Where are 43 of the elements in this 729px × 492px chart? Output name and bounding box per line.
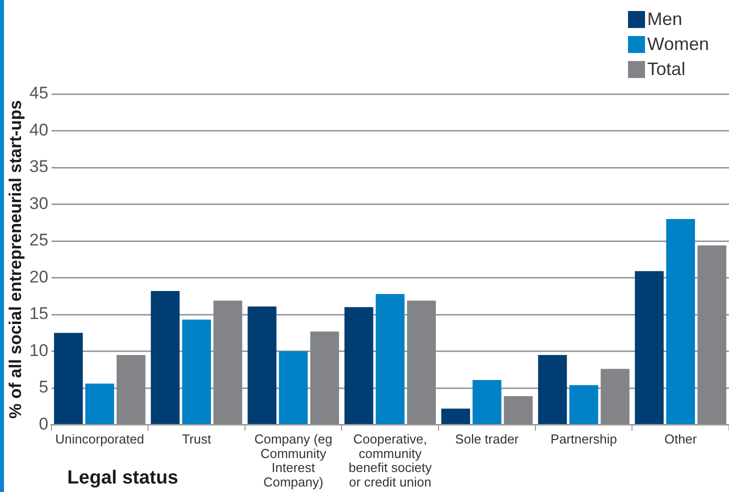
legend-label: Men bbox=[647, 9, 682, 29]
bar bbox=[116, 354, 146, 424]
y-tick-label: 0 bbox=[38, 414, 48, 434]
x-tick-label: Partnership bbox=[550, 432, 618, 447]
bar bbox=[697, 245, 726, 424]
x-tick-label: Unincorporated bbox=[55, 432, 144, 447]
y-tick-label: 10 bbox=[29, 340, 48, 360]
bar bbox=[538, 354, 567, 424]
y-tick-label: 45 bbox=[29, 84, 48, 103]
bar bbox=[248, 306, 276, 424]
bar bbox=[376, 294, 405, 424]
bar bbox=[344, 307, 374, 424]
x-tick-label: Company (eg Community Interest Company) bbox=[254, 432, 332, 490]
x-tick-label: Cooperative, community benefit society or credit union bbox=[348, 432, 432, 490]
y-tick-label: 20 bbox=[29, 267, 48, 286]
bar bbox=[407, 300, 436, 424]
bar bbox=[85, 384, 114, 424]
y-tick-label: 30 bbox=[29, 194, 48, 213]
bar bbox=[441, 408, 470, 424]
bar bbox=[504, 396, 533, 424]
bar bbox=[472, 380, 502, 424]
x-tick-label: Sole trader bbox=[455, 432, 520, 447]
bar bbox=[213, 300, 242, 424]
bar bbox=[634, 271, 664, 424]
y-tick-label: 35 bbox=[29, 157, 48, 176]
y-tick-label: 40 bbox=[29, 120, 48, 140]
x-tick-label: Trust bbox=[182, 432, 212, 447]
bar bbox=[182, 320, 211, 424]
x-axis-title: Legal status bbox=[67, 468, 178, 489]
y-axis-title: % of all social entrepreneurial start-ups bbox=[6, 100, 25, 419]
bar bbox=[54, 332, 83, 424]
bar bbox=[310, 331, 340, 424]
legend-label: Women bbox=[647, 34, 709, 54]
x-tick-label: Other bbox=[664, 432, 698, 447]
bar bbox=[569, 385, 598, 424]
bar bbox=[278, 351, 308, 424]
bar bbox=[666, 218, 695, 424]
y-tick-label: 25 bbox=[29, 230, 48, 250]
legend-label: Total bbox=[647, 59, 686, 79]
bar bbox=[600, 368, 630, 424]
bar bbox=[150, 291, 180, 424]
y-tick-label: 5 bbox=[38, 378, 48, 397]
y-tick-label: 15 bbox=[29, 304, 48, 324]
